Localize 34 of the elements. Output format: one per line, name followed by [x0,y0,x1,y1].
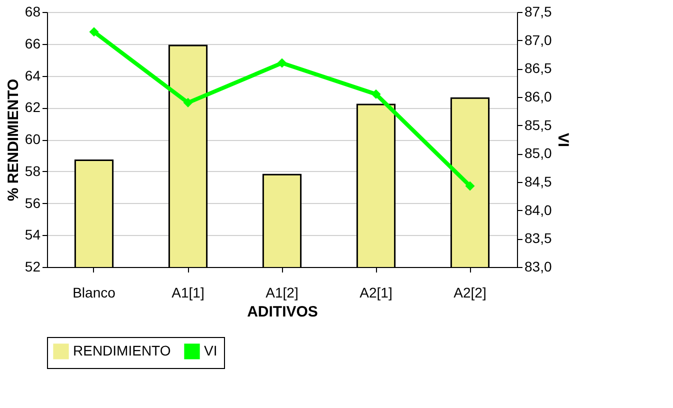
y2-tick-label: 84,5 [524,174,552,190]
point [465,181,475,191]
point [277,58,287,68]
y-tick-label: 52 [24,258,41,274]
x-tick-label: A1[1] [172,284,204,300]
y2-tick-label: 86,5 [524,60,552,76]
y-tick-label: 68 [24,4,41,20]
point [371,89,381,99]
y2-tick-label: 87,5 [524,4,552,20]
y-tick-label: 62 [24,99,41,116]
y2-tick-label: 87,0 [524,32,552,48]
y-tick-label: 58 [24,162,41,179]
y-tick-label: 66 [24,35,41,52]
x-tick-label: A2[2] [454,284,486,300]
y2-tick-label: 84,0 [524,202,552,218]
y2-tick-label: 83,5 [524,230,552,246]
y2-tick-label: 85,0 [524,145,552,162]
point [89,27,99,37]
point [183,98,193,108]
y-axis-title: % RENDIMIENTO [4,78,22,202]
y2-tick-label: 85,5 [524,116,552,133]
legend-label: VI [204,342,218,358]
y2-axis-title: VI [554,132,572,148]
x-axis-title: ADITIVOS [247,304,318,320]
y-tick-label: 64 [24,67,41,84]
y-tick-label: 56 [24,194,41,211]
legend-label: RENDIMIENTO [73,342,171,358]
y2-tick-label: 83,0 [524,258,552,274]
x-tick-label: A1[2] [266,284,298,300]
x-tick-label: A2[1] [360,284,392,300]
y-tick-label: 54 [24,226,41,243]
x-tick-label: Blanco [72,284,116,300]
y2-tick-label: 86,0 [524,88,552,104]
y-tick-label: 60 [24,131,41,147]
